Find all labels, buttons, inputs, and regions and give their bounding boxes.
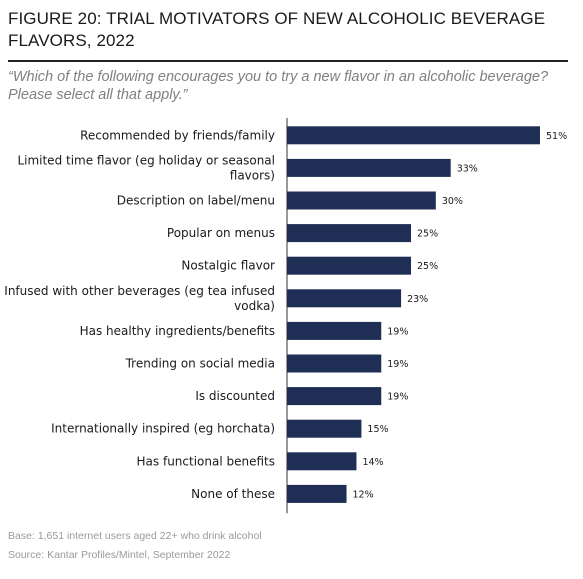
survey-question: “Which of the following encourages you t… — [8, 69, 549, 103]
bar — [287, 224, 412, 243]
data-label: 15% — [367, 424, 388, 435]
chart-title: FIGURE 20: TRIAL MOTIVATORS OF NEW ALCOH… — [8, 9, 546, 50]
category-label: Is discounted — [195, 389, 275, 403]
base-note: Base: 1,651 internet users aged 22+ who … — [8, 530, 262, 542]
category-label: Internationally inspired (eg horchata) — [51, 422, 275, 436]
bar — [287, 126, 540, 145]
category-label: Has healthy ingredients/benefits — [80, 324, 275, 338]
data-label: 14% — [362, 457, 383, 468]
bar — [287, 289, 402, 308]
title-divider — [8, 60, 568, 62]
data-label: 12% — [353, 489, 374, 500]
data-label: 25% — [417, 229, 438, 240]
source-note: Source: Kantar Profiles/Mintel, Septembe… — [8, 549, 231, 561]
category-label: Description on label/menu — [117, 194, 275, 208]
bar — [287, 158, 451, 177]
data-label: 19% — [387, 392, 408, 403]
data-label: 30% — [442, 196, 463, 207]
bar — [287, 484, 347, 503]
bar — [287, 191, 436, 210]
data-label: 19% — [387, 359, 408, 370]
data-label: 51% — [546, 131, 567, 142]
bar-chart: 51% Recommended by friends/family 33% Limit… — [4, 118, 567, 514]
data-label: 23% — [407, 294, 428, 305]
bar — [287, 452, 357, 471]
category-label: None of these — [191, 487, 275, 501]
category-label: Limited time flavor (eg holiday or seaso… — [17, 153, 275, 182]
bar — [287, 256, 412, 275]
data-label: 33% — [457, 163, 478, 174]
category-label: Has functional benefits — [137, 454, 275, 468]
bar — [287, 321, 382, 340]
bar — [287, 419, 362, 438]
category-label: Recommended by friends/family — [80, 128, 275, 142]
data-label: 19% — [387, 326, 408, 337]
data-label: 25% — [417, 261, 438, 272]
category-label: Trending on social media — [125, 357, 275, 371]
category-label: Infused with other beverages (eg tea inf… — [4, 284, 275, 313]
category-label: Popular on menus — [167, 226, 275, 240]
category-label: Nostalgic flavor — [181, 259, 275, 273]
bar — [287, 387, 382, 406]
bar — [287, 354, 382, 373]
